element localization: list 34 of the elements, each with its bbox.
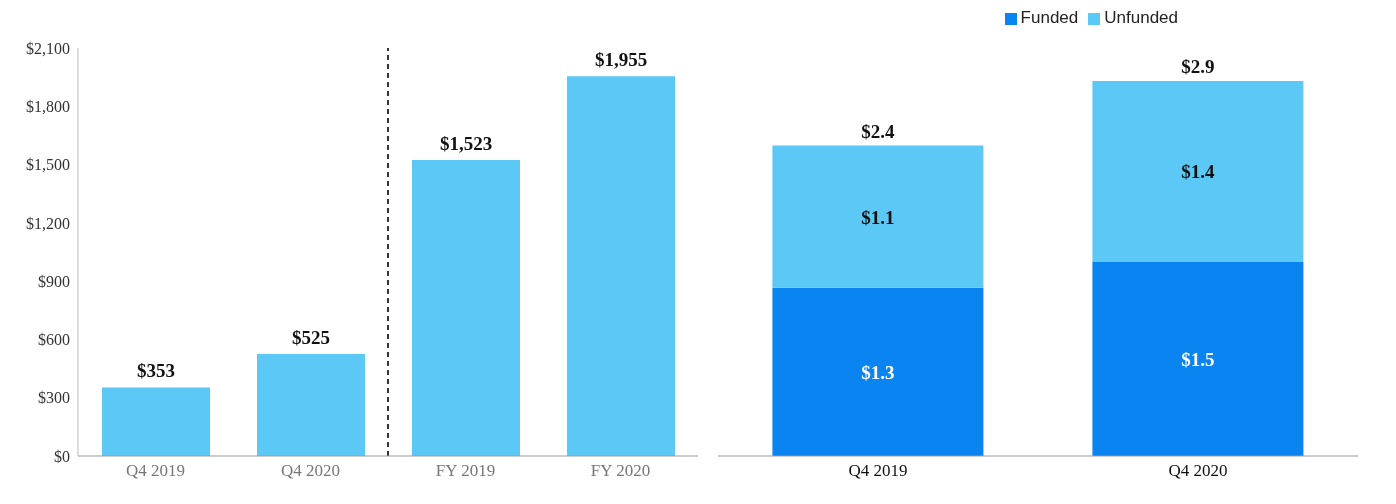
bar <box>257 354 365 456</box>
y-tick-label: $1,800 <box>26 97 70 115</box>
bar <box>1092 80 1304 262</box>
data-label: $1,523 <box>439 133 493 155</box>
bar <box>772 287 984 456</box>
total-label: $2.9 <box>1181 55 1215 77</box>
data-label: $1.1 <box>861 206 895 228</box>
data-label: $1.4 <box>1181 161 1216 183</box>
data-label: $525 <box>292 327 330 348</box>
y-tick-label: $0 <box>54 447 70 465</box>
bar <box>102 387 210 456</box>
data-label: $1,955 <box>594 49 648 71</box>
y-tick-label: $600 <box>38 331 70 349</box>
x-tick-label: FY 2019 <box>435 461 496 481</box>
bar <box>412 160 520 456</box>
y-tick-label: $1,500 <box>26 156 70 174</box>
x-tick-label: Q4 2019 <box>125 461 186 481</box>
x-tick-label: FY 2020 <box>590 461 651 481</box>
data-label: $1.5 <box>1181 349 1215 370</box>
bar <box>1092 262 1304 456</box>
x-tick-label: Q4 2019 <box>848 461 908 481</box>
bar <box>772 145 984 288</box>
data-label: $353 <box>137 360 175 382</box>
total-label: $2.4 <box>861 120 896 142</box>
legend-label: Unfunded <box>1104 8 1178 27</box>
y-tick-label: $2,100 <box>26 39 70 57</box>
y-tick-label: $1,200 <box>26 214 70 232</box>
data-label: $1.3 <box>861 361 895 383</box>
x-tick-label: Q4 2020 <box>280 461 341 481</box>
x-tick-label: Q4 2020 <box>1168 461 1228 481</box>
legend-label: Funded <box>1020 8 1079 27</box>
y-tick-label: $900 <box>38 272 70 290</box>
bar <box>567 76 675 456</box>
y-tick-label: $300 <box>38 389 70 407</box>
